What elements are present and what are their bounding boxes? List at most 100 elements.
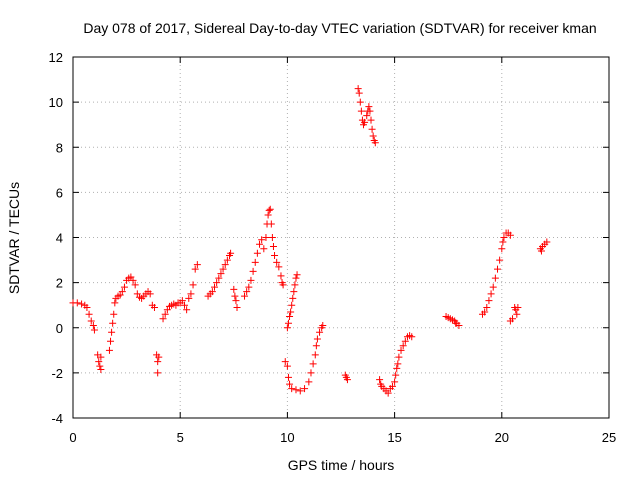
data-point	[131, 281, 139, 289]
data-point	[211, 283, 219, 291]
data-point	[491, 274, 499, 282]
grid-lines	[73, 57, 609, 418]
data-point	[288, 385, 296, 393]
y-tick-label: -2	[51, 366, 63, 381]
data-point	[357, 107, 365, 115]
y-tick-label: 4	[56, 231, 63, 246]
data-point	[97, 365, 105, 373]
data-point	[155, 353, 163, 361]
data-point	[213, 279, 221, 287]
data-point	[146, 290, 154, 298]
data-point	[129, 276, 137, 284]
data-point	[399, 342, 407, 350]
data-point	[506, 231, 514, 239]
y-tick-label: 8	[56, 140, 63, 155]
data-point	[161, 310, 169, 318]
data-point	[89, 321, 97, 329]
y-tick-label: 10	[49, 95, 63, 110]
data-point	[241, 292, 249, 300]
data-point	[367, 116, 375, 124]
data-point	[243, 288, 251, 296]
data-point	[247, 276, 255, 284]
data-point	[105, 346, 113, 354]
data-point	[120, 283, 128, 291]
data-point	[397, 346, 405, 354]
data-point	[279, 281, 287, 289]
x-tick-label: 5	[177, 430, 184, 445]
data-point	[392, 371, 400, 379]
data-point	[485, 297, 493, 305]
data-point	[290, 288, 298, 296]
data-point	[273, 258, 281, 266]
data-point	[537, 247, 545, 255]
data-point	[83, 303, 91, 311]
data-point	[313, 335, 321, 343]
data-point	[316, 328, 324, 336]
data-point	[388, 382, 396, 390]
data-point	[187, 290, 195, 298]
data-point	[286, 312, 294, 320]
data-point	[356, 98, 364, 106]
y-tick-label: -4	[51, 411, 63, 426]
data-point	[264, 211, 272, 219]
data-point	[233, 303, 241, 311]
data-point	[455, 321, 463, 329]
data-point	[217, 270, 225, 278]
data-point	[496, 256, 504, 264]
data-point	[305, 378, 313, 386]
data-point	[307, 369, 315, 377]
x-tick-label: 20	[495, 430, 509, 445]
data-point	[262, 234, 270, 241]
x-tick-label: 15	[387, 430, 401, 445]
data-point	[230, 285, 238, 293]
data-point	[391, 378, 399, 386]
data-point	[249, 267, 257, 275]
data-point	[499, 238, 507, 246]
data-point	[78, 300, 86, 308]
data-point	[284, 319, 292, 327]
data-point	[268, 234, 276, 241]
data-point	[90, 326, 98, 334]
data-point	[284, 373, 292, 381]
data-point	[319, 321, 327, 329]
data-point	[215, 274, 223, 282]
data-points	[69, 85, 551, 397]
data-point	[363, 112, 371, 120]
data-point	[109, 319, 117, 327]
data-point	[154, 369, 162, 377]
data-point	[343, 376, 351, 384]
data-point	[291, 281, 299, 289]
data-point	[487, 290, 495, 298]
data-point	[110, 310, 118, 318]
data-point	[189, 281, 197, 289]
data-point	[287, 308, 295, 316]
data-point	[227, 249, 235, 257]
data-point	[258, 236, 266, 244]
data-point	[95, 358, 103, 366]
data-point	[178, 297, 186, 305]
data-point	[232, 297, 240, 305]
data-point	[283, 324, 291, 332]
data-point	[245, 283, 253, 291]
data-point	[500, 234, 508, 241]
data-point	[111, 299, 119, 307]
data-point	[361, 118, 369, 126]
data-point	[277, 272, 285, 280]
data-point	[283, 362, 291, 370]
data-point	[543, 238, 551, 246]
axis-ticks: 0 5 10 15 20 25 -4 -2 0 2 4 6 8 10 12	[49, 50, 617, 445]
data-point	[371, 139, 379, 147]
data-point	[97, 353, 105, 361]
data-point	[275, 263, 283, 271]
data-point	[289, 294, 297, 302]
data-point	[369, 132, 377, 140]
data-point	[401, 337, 409, 345]
data-point	[292, 274, 300, 282]
data-point	[107, 337, 115, 345]
data-point	[208, 288, 216, 296]
data-point	[118, 288, 126, 296]
data-point	[481, 308, 489, 316]
y-tick-label: 12	[49, 50, 63, 65]
data-point	[292, 386, 300, 394]
